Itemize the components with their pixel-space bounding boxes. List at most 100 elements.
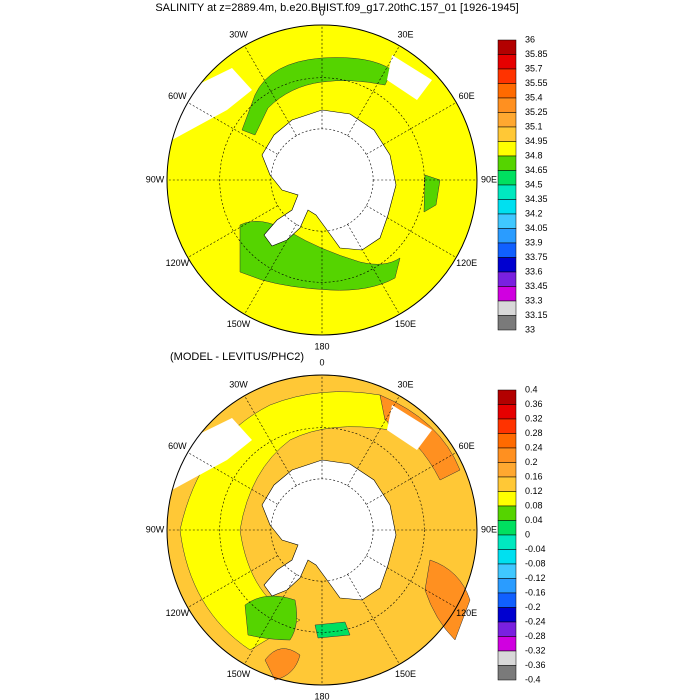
colorbar-label: 0.16 [525,471,543,481]
lon-label: 180 [314,341,329,351]
colorbar-label: 35.85 [525,49,548,59]
colorbar-label: 35.7 [525,63,543,73]
colorbar-box [497,636,517,652]
lon-label: 150W [227,669,251,679]
colorbar-label: 0.32 [525,413,543,423]
colorbar-label: 0.4 [525,384,538,394]
colorbar-label: 0.24 [525,442,543,452]
colorbar-box [497,418,517,434]
colorbar-box [497,271,517,287]
colorbar-box [497,228,517,244]
colorbar-label: 33 [525,324,535,334]
colorbar-box [497,199,517,215]
colorbar-label: -0.36 [525,660,546,670]
lon-label: 90W [146,524,165,534]
meridian [187,205,278,258]
field-region [264,648,301,681]
colorbar-label: 34.5 [525,179,543,189]
meridian [347,224,400,315]
colorbar-box [497,650,517,666]
antarctica [261,109,397,251]
lon-label: 150E [395,319,416,329]
colorbar-label: -0.24 [525,616,546,626]
lon-label: 0 [319,7,324,17]
meridian [366,102,457,155]
colorbar-box [497,549,517,565]
colorbar-label: 0.2 [525,457,538,467]
colorbar-label: -0.28 [525,631,546,641]
lon-label: 60W [168,441,187,451]
colorbar-box [497,54,517,70]
meridian [244,224,297,315]
colorbar-label: 34.2 [525,208,543,218]
latitude-circle [219,427,425,633]
colorbar-box [497,592,517,608]
colorbar-label: 33.75 [525,252,548,262]
colorbar-label: 35.4 [525,92,543,102]
meridian [366,205,457,258]
colorbar-label: -0.4 [525,674,541,684]
colorbar-label: 0.12 [525,486,543,496]
lon-label: 60W [168,91,187,101]
meridian [187,555,278,608]
meridian [244,395,297,486]
colorbar-label: 33.15 [525,310,548,320]
meridian [347,395,400,486]
colorbar-label: 0.04 [525,515,543,525]
lon-label: 150E [395,669,416,679]
lon-label: 30W [229,30,248,40]
colorbar-label: 34.8 [525,150,543,160]
colorbar-label: 33.6 [525,266,543,276]
missing-region [172,68,252,140]
meridian [187,452,278,505]
field-region [179,391,391,651]
colorbar-label: 34.05 [525,223,548,233]
colorbar-box [497,621,517,637]
colorbar-box [497,665,517,681]
colorbar-label: 0.28 [525,428,543,438]
colorbar-box [497,242,517,258]
lon-label: 120E [456,608,477,618]
map-title: SALINITY at z=2889.4m, b.e20.BHIST.f09_g… [155,2,518,14]
colorbar-label: -0.16 [525,587,546,597]
lon-label: 120E [456,258,477,268]
lon-label: 120W [166,258,190,268]
lon-label: 90E [481,174,497,184]
colorbar-box [497,315,517,331]
lon-label: 60E [459,91,475,101]
lon-label: 180 [314,691,329,700]
antarctica [261,459,397,601]
lon-label: 90W [146,174,165,184]
colorbar-label: 33.45 [525,281,548,291]
lon-label: 0 [319,357,324,367]
missing-region [387,55,432,100]
colorbar-box [497,404,517,420]
colorbar-label: -0.12 [525,573,546,583]
field-region [314,621,351,639]
colorbar-label: 36 [525,34,535,44]
map-border [166,374,478,686]
lon-label: 30E [397,30,413,40]
meridian [187,102,278,155]
colorbar-label: -0.2 [525,602,541,612]
latitude-circle [219,77,425,283]
colorbar-box [497,476,517,492]
colorbar-label: 34.35 [525,194,548,204]
meridian [244,45,297,136]
meridian [347,574,400,665]
lon-label: 150W [227,319,251,329]
colorbar-label: 34.65 [525,165,548,175]
colorbar-box [497,141,517,157]
colorbar-box [497,607,517,623]
map-title: (MODEL - LEVITUS/PHC2) [170,351,304,363]
colorbar-label: 33.9 [525,237,543,247]
colorbar-box [497,433,517,449]
colorbar-box [497,257,517,273]
colorbar-box [497,97,517,113]
lon-label: 30W [229,380,248,390]
colorbar-label: 0 [525,529,530,539]
colorbar-label: 0.36 [525,399,543,409]
colorbar-label: -0.04 [525,544,546,554]
lon-label: 120W [166,608,190,618]
